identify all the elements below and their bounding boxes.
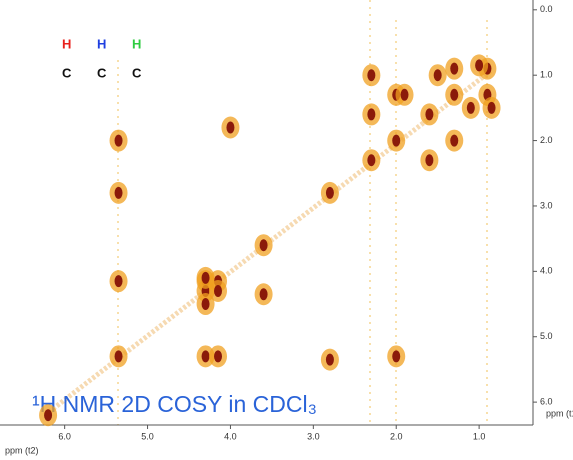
peak-core [400, 88, 409, 101]
x-tick-label: 5.0 [141, 431, 154, 441]
x-axis-label: ppm (t2) [5, 445, 39, 455]
peak-core [367, 69, 376, 82]
peak-core [201, 271, 210, 284]
peak-core [450, 62, 459, 75]
peak-core [450, 134, 459, 147]
peak-core [259, 288, 268, 301]
y-tick-label: 6.0 [540, 396, 553, 406]
x-tick-label: 3.0 [307, 431, 320, 441]
y-tick-label: 5.0 [540, 331, 553, 341]
peak-core [367, 154, 376, 167]
x-tick-label: 2.0 [390, 431, 403, 441]
peak-core [201, 298, 210, 311]
peak-core [259, 239, 268, 252]
x-tick-label: 1.0 [473, 431, 486, 441]
peak-core [114, 134, 123, 147]
molecule-atom: H [62, 36, 71, 51]
peak-core [226, 121, 235, 134]
molecule-atom: H [132, 36, 141, 51]
peak-core [425, 154, 434, 167]
peak-core [392, 134, 401, 147]
molecule-atom: H [97, 36, 106, 51]
y-tick-label: 0.0 [540, 4, 553, 14]
peak-core [392, 350, 401, 363]
molecule-atom: C [97, 65, 107, 80]
y-tick-label: 4.0 [540, 266, 553, 276]
peak-core [433, 69, 442, 82]
x-tick-label: 4.0 [224, 431, 237, 441]
molecule-atom: C [132, 65, 142, 80]
peak-core [487, 101, 496, 114]
peak-core [325, 186, 334, 199]
peak-core [367, 108, 376, 121]
peak-core [114, 275, 123, 288]
y-axis-label: ppm (t1) [546, 408, 573, 418]
peak-core [114, 186, 123, 199]
chart-title: ¹H NMR 2D COSY in CDCl₃ [32, 391, 317, 417]
peak-core [466, 101, 475, 114]
peak-core [114, 350, 123, 363]
molecule-atom: C [62, 65, 72, 80]
peak-core [44, 409, 53, 422]
peak-core [475, 59, 484, 72]
x-tick-label: 6.0 [58, 431, 71, 441]
peak-core [201, 350, 210, 363]
peak-core [450, 88, 459, 101]
peak-core [425, 108, 434, 121]
y-tick-label: 2.0 [540, 135, 553, 145]
peak-core [325, 353, 334, 366]
y-tick-label: 3.0 [540, 200, 553, 210]
y-tick-label: 1.0 [540, 70, 553, 80]
peak-core [214, 284, 223, 297]
peak-core [214, 350, 223, 363]
